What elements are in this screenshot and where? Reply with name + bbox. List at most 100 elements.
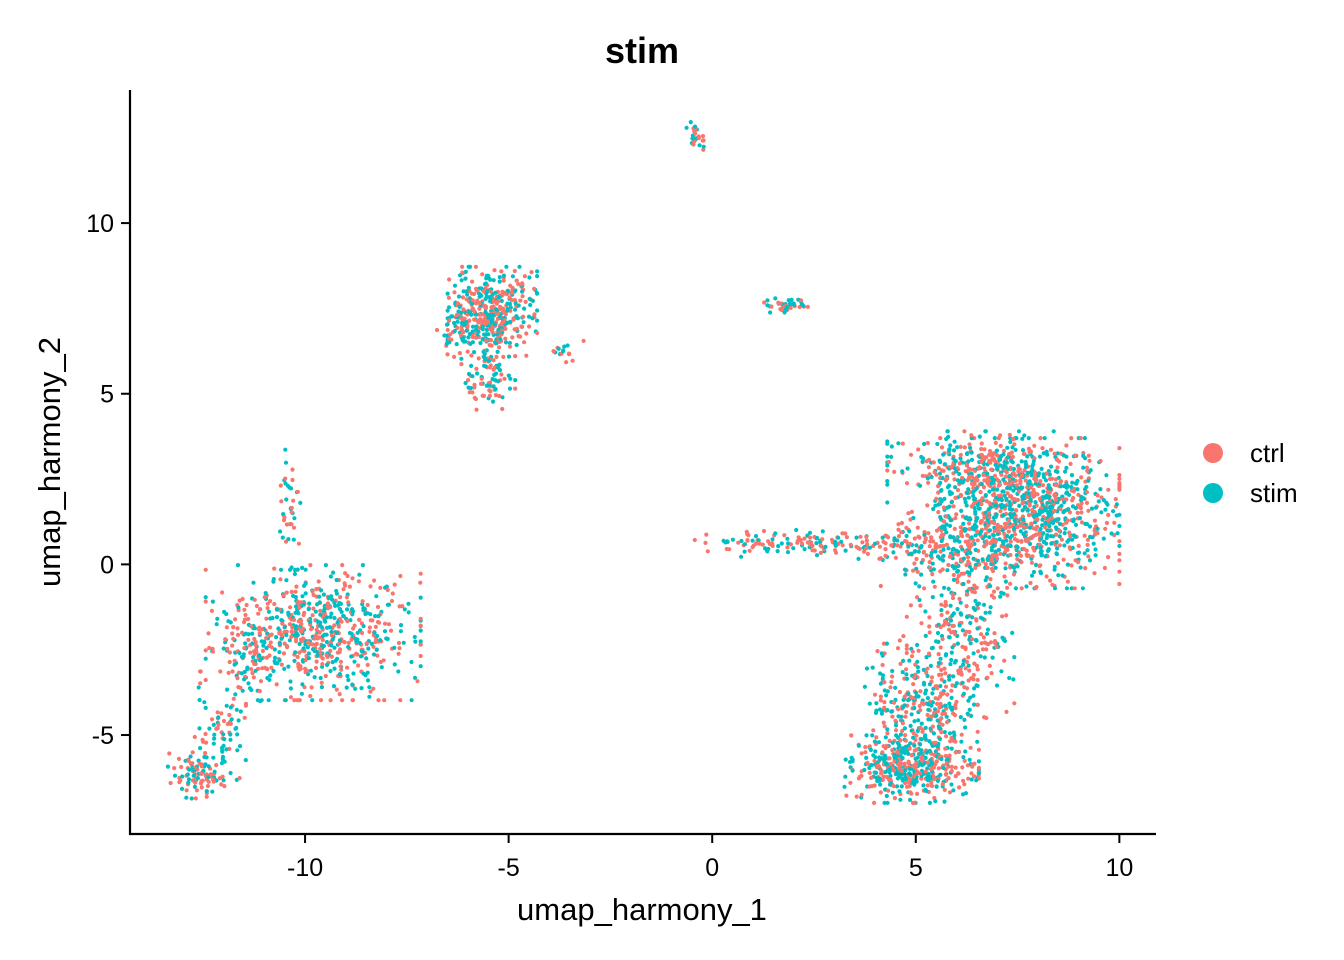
- data-point: [889, 709, 894, 714]
- data-point: [1086, 508, 1091, 513]
- data-point: [499, 298, 504, 303]
- data-point: [165, 764, 170, 769]
- data-point: [1117, 473, 1122, 478]
- data-point: [915, 791, 920, 797]
- data-point: [999, 669, 1004, 674]
- data-point: [880, 777, 885, 783]
- data-point: [459, 362, 464, 367]
- data-point: [1015, 564, 1020, 569]
- data-point: [921, 783, 926, 788]
- data-point: [978, 519, 984, 524]
- data-point: [956, 771, 961, 776]
- data-point: [223, 640, 228, 645]
- data-point: [184, 795, 189, 800]
- data-point: [376, 698, 381, 703]
- data-point: [977, 506, 982, 511]
- data-point: [926, 707, 931, 712]
- data-point: [219, 782, 224, 787]
- data-point: [1060, 573, 1065, 578]
- data-point: [279, 618, 284, 623]
- data-point: [923, 609, 928, 614]
- data-point: [444, 322, 450, 327]
- data-point: [373, 614, 378, 619]
- data-point: [916, 549, 921, 554]
- data-point: [338, 664, 343, 669]
- data-point: [923, 536, 928, 541]
- data-point: [993, 503, 998, 508]
- data-point: [902, 694, 907, 699]
- data-point: [1028, 580, 1033, 586]
- data-point: [474, 407, 479, 412]
- data-point: [489, 305, 494, 310]
- data-point: [952, 660, 958, 665]
- data-point: [1003, 549, 1008, 554]
- data-point: [967, 757, 972, 762]
- data-point: [958, 444, 963, 449]
- data-point: [290, 467, 295, 472]
- data-point: [915, 642, 920, 648]
- data-point: [562, 344, 567, 349]
- data-point: [947, 677, 952, 682]
- data-point: [925, 673, 930, 679]
- data-point: [1055, 465, 1060, 470]
- data-point: [497, 345, 502, 350]
- data-point: [478, 340, 483, 346]
- data-point: [282, 515, 287, 520]
- data-point: [973, 511, 978, 516]
- data-point: [903, 539, 908, 544]
- data-point: [269, 665, 274, 670]
- data-point: [287, 638, 292, 643]
- data-point: [961, 521, 966, 527]
- data-point: [874, 701, 879, 706]
- data-point: [470, 329, 475, 334]
- data-point: [508, 376, 513, 381]
- data-point: [954, 699, 959, 705]
- data-point: [375, 619, 381, 625]
- data-point: [988, 584, 993, 589]
- data-point: [1067, 530, 1072, 535]
- data-point: [521, 320, 526, 325]
- data-point: [948, 739, 953, 744]
- data-point: [221, 646, 226, 651]
- data-point: [203, 677, 208, 683]
- data-point: [906, 511, 911, 516]
- data-point: [745, 538, 750, 543]
- data-point: [252, 626, 257, 631]
- data-points: [165, 120, 1122, 806]
- data-point: [874, 765, 880, 770]
- data-point: [955, 641, 961, 646]
- data-point: [518, 298, 523, 303]
- data-point: [899, 541, 905, 546]
- data-point: [475, 371, 480, 376]
- data-point: [969, 474, 975, 479]
- data-point: [950, 645, 955, 650]
- data-point: [877, 556, 882, 561]
- data-point: [206, 631, 211, 636]
- data-point: [953, 565, 958, 570]
- data-point: [888, 761, 894, 767]
- data-point: [290, 625, 295, 630]
- data-point: [944, 714, 949, 719]
- data-point: [452, 290, 457, 295]
- data-point: [316, 579, 321, 584]
- data-point: [283, 698, 288, 703]
- data-point: [918, 754, 924, 759]
- data-point: [483, 309, 488, 315]
- data-point: [757, 541, 762, 546]
- data-point: [324, 615, 329, 620]
- data-point: [203, 731, 208, 737]
- data-point: [1078, 506, 1083, 511]
- data-point: [915, 525, 920, 530]
- data-point: [296, 619, 301, 624]
- data-point: [260, 648, 265, 654]
- data-point: [500, 395, 505, 400]
- data-point: [272, 601, 277, 607]
- data-point: [947, 731, 953, 736]
- data-point: [1048, 504, 1053, 509]
- data-point: [1004, 460, 1010, 465]
- data-point: [941, 553, 946, 558]
- data-point: [967, 521, 972, 526]
- data-point: [514, 342, 519, 348]
- data-point: [1011, 572, 1017, 577]
- data-point: [936, 664, 941, 669]
